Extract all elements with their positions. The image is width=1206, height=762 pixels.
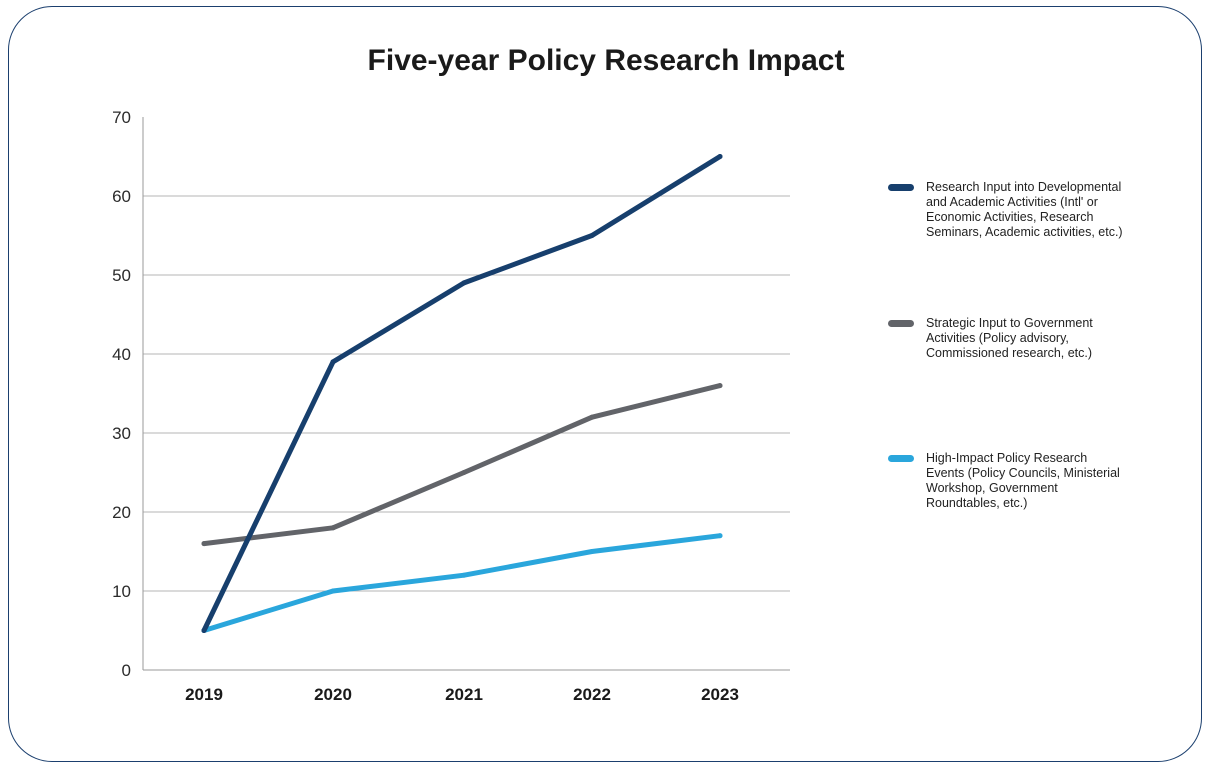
series-0-point-2019 (201, 628, 207, 633)
legend-item-high-impact-events: High-Impact Policy Research Events (Poli… (888, 451, 1148, 511)
legend-label-high-impact-events: High-Impact Policy Research Events (Poli… (926, 451, 1120, 510)
chart-title: Five-year Policy Research Impact (367, 44, 845, 77)
legend-label-research-input: Research Input into Developmental and Ac… (926, 180, 1123, 239)
x-tick-label-2022: 2022 (573, 685, 611, 704)
x-tick-label-2023: 2023 (701, 685, 739, 704)
x-tick-label-2021: 2021 (445, 685, 483, 704)
legend-label-strategic-input: Strategic Input to Government Activities… (926, 316, 1093, 360)
x-tick-label-2019: 2019 (185, 685, 223, 704)
series-1-point-2023 (717, 383, 723, 389)
series-2-point-2020 (330, 588, 336, 594)
y-tick-label-40: 40 (112, 345, 131, 364)
series-0-point-2021 (461, 280, 467, 286)
y-tick-label-0: 0 (122, 661, 131, 680)
series-line-2 (201, 533, 723, 633)
series-0-point-2023 (717, 154, 723, 159)
legend-item-strategic-input: Strategic Input to Government Activities… (888, 316, 1148, 361)
x-tick-label-2020: 2020 (314, 685, 352, 704)
series-1-point-2022 (589, 414, 595, 420)
series-0-point-2020 (330, 359, 336, 365)
y-tick-label-10: 10 (112, 582, 131, 601)
series-1-point-2019 (201, 541, 207, 547)
series-0-point-2022 (589, 233, 595, 238)
y-tick-label-20: 20 (112, 503, 131, 522)
series-2-point-2021 (461, 572, 467, 578)
legend-swatch-strategic-input (888, 320, 914, 327)
series-2-point-2023 (717, 533, 723, 539)
y-tick-label-70: 70 (112, 108, 131, 127)
series-line-0 (201, 154, 723, 633)
legend-item-research-input: Research Input into Developmental and Ac… (888, 180, 1148, 240)
y-tick-label-50: 50 (112, 266, 131, 285)
y-tick-label-30: 30 (112, 424, 131, 443)
legend-swatch-high-impact-events (888, 455, 914, 462)
chart-card (8, 6, 1202, 762)
series-1-point-2020 (330, 525, 336, 531)
legend-swatch-research-input (888, 184, 914, 191)
series-2-point-2022 (589, 549, 595, 554)
series-1-point-2021 (461, 470, 467, 475)
y-tick-label-60: 60 (112, 187, 131, 206)
